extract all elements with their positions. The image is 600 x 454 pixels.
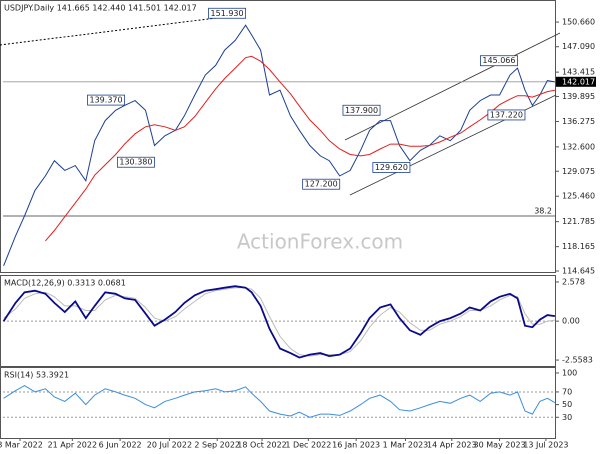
annotation-box: [87, 94, 126, 106]
rsi-panel: [0, 367, 556, 439]
macd-title: MACD(12,26,9) 0.3313 0.0681: [4, 279, 126, 288]
series-line: [2, 285, 556, 359]
x-tick-label: 1 Dec 2022: [285, 441, 331, 450]
x-tick-label: 14 Apr 2023: [427, 441, 476, 450]
x-tick-label: 6 Jun 2022: [99, 441, 142, 450]
level-label: 38.2: [534, 207, 552, 216]
y-tick-label: 114.645: [562, 266, 595, 275]
annotation-box: [342, 104, 381, 116]
price-panel: [0, 0, 556, 273]
annotation-box: [208, 7, 247, 19]
series-line: [3, 385, 556, 418]
y-tick-label: 121.785: [562, 217, 595, 226]
y-tick-label: 2.578: [562, 277, 585, 286]
y-tick-label: -2.5583: [562, 356, 593, 365]
y-tick-label: 100: [562, 368, 577, 377]
trend-line: [0, 14, 241, 46]
price-annotation: 139.370: [87, 94, 126, 106]
annotation-box: [480, 55, 518, 67]
annotation-box: [302, 178, 341, 190]
y-tick-label: 136.275: [562, 117, 595, 126]
y-tick-label: 139.895: [562, 92, 595, 101]
x-tick-label: 20 Jul 2022: [147, 441, 192, 450]
annotation-label: 137.220: [490, 110, 523, 119]
annotation-label: 129.620: [375, 163, 408, 172]
y-tick-label: 143.415: [562, 68, 595, 77]
y-tick-label: 147.090: [562, 42, 595, 51]
y-tick-label: 30: [562, 413, 572, 422]
x-tick-label: 16 Jan 2023: [332, 441, 380, 450]
y-tick-label: 150.660: [562, 18, 595, 27]
y-tick-label: 125.460: [562, 192, 595, 201]
price-annotation: 151.930: [208, 7, 247, 19]
watermark: ActionForex.com: [237, 230, 403, 254]
x-tick-label: 13 Jul 2023: [523, 441, 568, 450]
x-tick-label: 18 Oct 2022: [237, 441, 286, 450]
current-price-label: 142.017: [562, 77, 595, 86]
channel-upper: [344, 32, 561, 141]
price-title: USDJPY.Daily 141.665 142.440 141.501 142…: [4, 4, 197, 13]
price-annotation: 127.200: [302, 178, 341, 190]
price-annotation: 129.620: [372, 162, 411, 173]
x-tick-label: 1 Mar 2023: [383, 441, 429, 450]
price-annotation: 130.380: [116, 156, 155, 168]
price-annotation: 145.066: [480, 55, 518, 67]
x-tick-label: 21 Apr 2022: [48, 441, 97, 450]
annotation-label: 145.066: [482, 56, 515, 65]
x-tick-label: 2 Sep 2022: [194, 441, 240, 450]
price-annotation: 137.900: [342, 104, 381, 116]
series-line: [45, 55, 555, 242]
plot-layer: 150.660 147.090 143.415 139.895 136.275 132.6…: [0, 7, 596, 450]
annotation-label: 139.370: [90, 96, 123, 105]
annotation-label: 127.200: [305, 180, 338, 189]
current-price-box: [556, 76, 596, 87]
y-tick-label: 70: [562, 387, 572, 396]
x-tick-label: 30 May 2023: [473, 441, 525, 450]
annotation-box: [116, 156, 155, 168]
annotation-label: 151.930: [211, 9, 244, 18]
annotation-label: 130.380: [119, 158, 152, 167]
y-tick-label: 118.165: [562, 242, 595, 251]
y-tick-label: 132.600: [562, 142, 595, 151]
y-tick-label: 0.00: [562, 317, 580, 326]
rsi-title: RSI(14) 53.3921: [4, 371, 69, 380]
annotation-label: 137.900: [345, 106, 378, 115]
series-line: [3, 287, 555, 357]
x-tick-label: 8 Mar 2022: [0, 441, 43, 450]
y-tick-label: 129.075: [562, 167, 595, 176]
y-tick-label: 50: [562, 400, 572, 409]
annotation-box: [372, 162, 411, 173]
series-line: [3, 24, 555, 266]
price-annotation: 137.220: [487, 109, 526, 121]
annotation-box: [487, 109, 526, 121]
